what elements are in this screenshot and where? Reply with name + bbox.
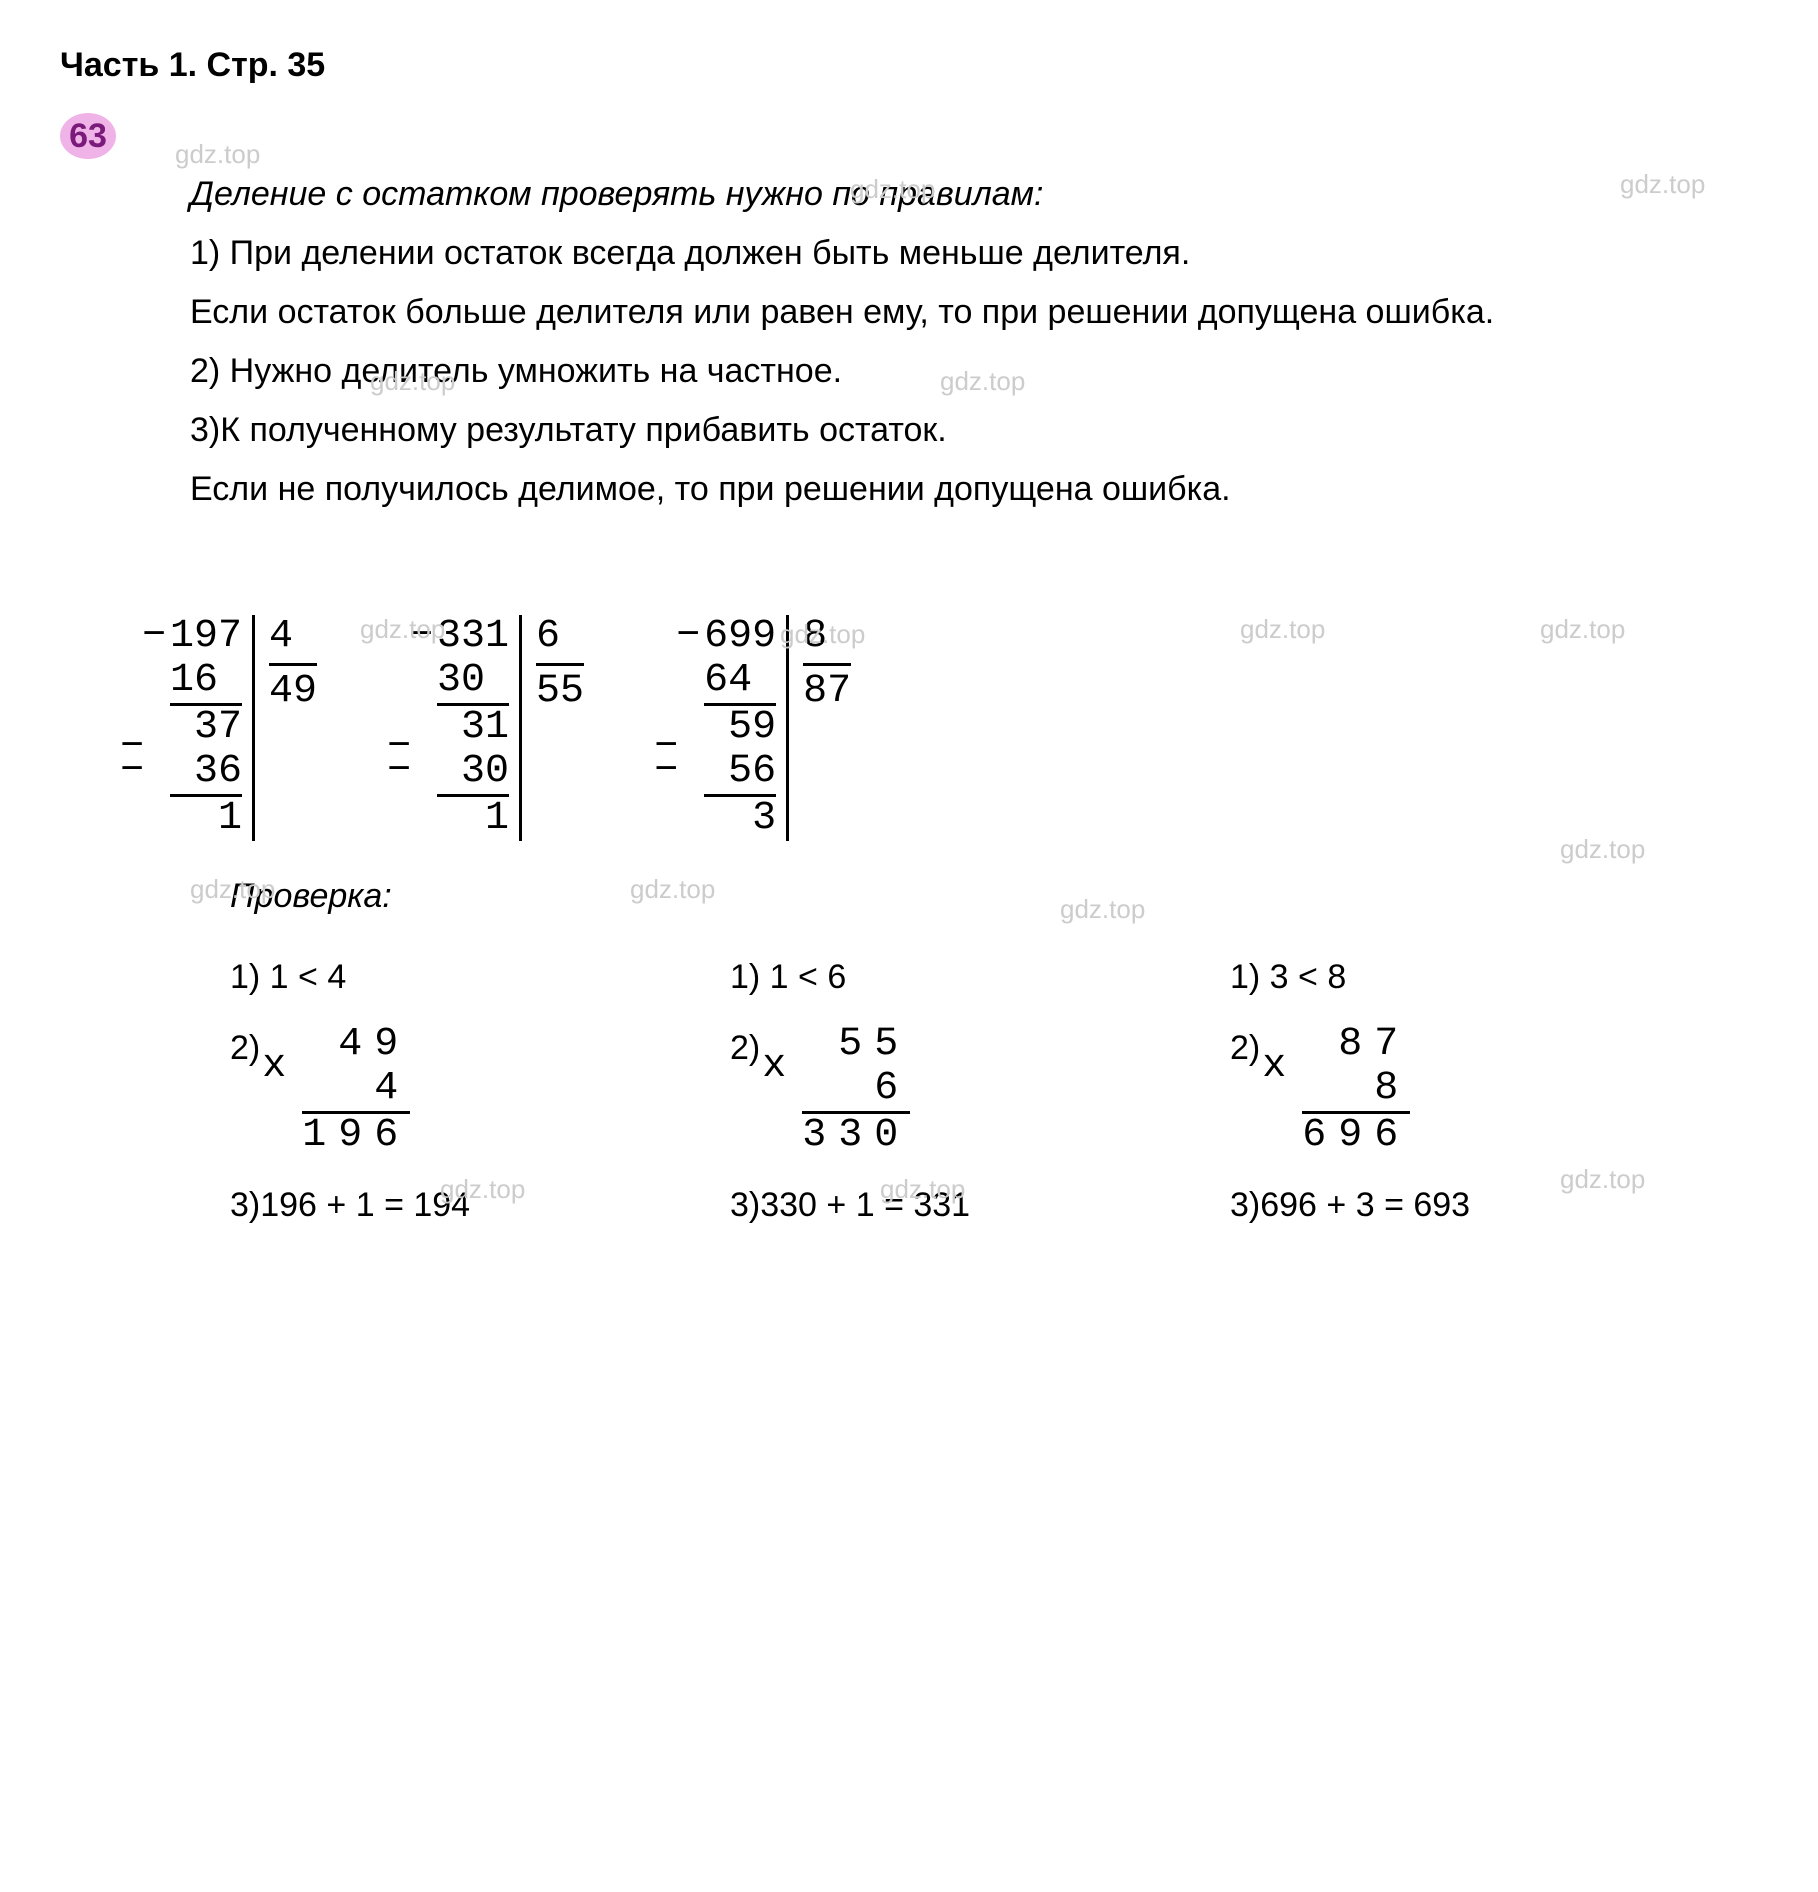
division-left: −33130 31−30−1 [437,615,519,841]
mult-top: 87 [1302,1023,1410,1067]
mult-sign: x [1262,1045,1298,1089]
remainder-value: 37 [194,705,242,750]
mult-top: 55 [802,1023,910,1067]
mult-bottom: 6 [802,1067,910,1114]
dividend: 197 [170,614,242,659]
minus-icon: − [120,750,144,794]
rule-3-text: Если не получилось делимое, то при решен… [190,470,1231,508]
check-section: Проверка: 1) 1 < 41) 1 < 61) 3 < 8 2)x49… [170,871,1758,1231]
minus-icon: − [142,615,166,659]
minus-icon: − [654,750,678,794]
divisor: 8 [803,615,851,659]
page-header: Часть 1. Стр. 35 [60,40,1758,91]
mult-result: 696 [1302,1114,1410,1158]
check-row-2: 2)x4941962)x5563302)x878696 [230,1023,1758,1160]
quotient: 87 [803,663,851,714]
dividend: 331 [437,614,509,659]
rule-1: 1) При делении остаток всегда должен быт… [130,228,1758,279]
rule-3-cont: Если не получилось делимое, то при решен… [130,464,1758,515]
sub-value: 30 [437,658,509,703]
remainder-value: 59 [728,705,776,750]
check-step1-2: 1) 3 < 8 [1230,952,1650,1003]
mult-sign: x [262,1045,298,1089]
step2-label: 2) [1230,1023,1260,1074]
rule-3: 3)К полученному результату прибавить ост… [130,405,1758,456]
division-right: 449 [252,615,317,841]
sub-value: 56 [728,749,776,794]
rule-1-text: Если остаток больше делителя или равен е… [190,293,1494,331]
sub-value: 64 [704,658,776,703]
divisor: 4 [269,615,317,659]
check-step1-0: 1) 1 < 4 [230,952,650,1003]
step2-label: 2) [730,1023,760,1074]
mult-block: x556330 [802,1023,910,1158]
final-remainder: 1 [485,796,509,841]
check-step2-0: 2)x494196 [230,1023,650,1160]
minus-icon: − [387,750,411,794]
check-row-3: 3)196 + 1 = 194 3)330 + 1 = 331 3)696 + 3 … [230,1180,1758,1231]
sub-value: 30 [461,749,509,794]
mult-block: x878696 [1302,1023,1410,1158]
problem-number-badge: 63 [60,113,116,159]
quotient: 55 [536,663,584,714]
mult-sign: x [762,1045,798,1089]
check-row-1: 1) 1 < 4 1) 1 < 6 1) 3 < 8 [230,952,1758,1003]
check-step2-1: 2)x556330 [730,1023,1150,1160]
division-right: 655 [519,615,584,841]
mult-result: 330 [802,1114,910,1158]
document-container: Часть 1. Стр. 35 63 Деление с остатком п… [60,40,1758,1231]
mult-bottom: 8 [1302,1067,1410,1114]
step2-label: 2) [230,1023,260,1074]
division-block-1: −33130 31−30−1655 [437,615,584,841]
division-left: −69964 59−56−3 [704,615,786,841]
division-block-2: −69964 59−56−3887 [704,615,851,841]
check-step1-1: 1) 1 < 6 [730,952,1150,1003]
check-step3-1: 3)330 + 1 = 331 [730,1180,1150,1231]
remainder-value: 31 [461,705,509,750]
check-title: Проверка: [230,871,1758,922]
check-step3-2: 3)696 + 3 = 693 [1230,1180,1650,1231]
rule-2: 2) Нужно делитель умножить на частное. [130,346,1758,397]
rule-1-cont: Если остаток больше делителя или равен е… [130,287,1758,338]
mult-top: 49 [302,1023,410,1067]
division-block-0: −19716 37−36−1449 [170,615,317,841]
check-step2-2: 2)x878696 [1230,1023,1650,1160]
final-remainder: 3 [752,796,776,841]
quotient: 49 [269,663,317,714]
mult-result: 196 [302,1114,410,1158]
sub-value: 36 [194,749,242,794]
check-step3-0: 3)196 + 1 = 194 [230,1180,650,1231]
division-right: 887 [786,615,851,841]
rules-intro: Деление с остатком проверять нужно по пр… [130,169,1758,220]
mult-block: x494196 [302,1023,410,1158]
content-area: Деление с остатком проверять нужно по пр… [130,169,1758,1231]
division-left: −19716 37−36−1 [170,615,252,841]
mult-bottom: 4 [302,1067,410,1114]
divisor: 6 [536,615,584,659]
minus-icon: − [409,615,433,659]
minus-icon: − [676,615,700,659]
division-row: −19716 37−36−1449−33130 31−30−1655−69964… [170,555,1758,841]
sub-value: 16 [170,658,242,703]
final-remainder: 1 [218,796,242,841]
dividend: 699 [704,614,776,659]
